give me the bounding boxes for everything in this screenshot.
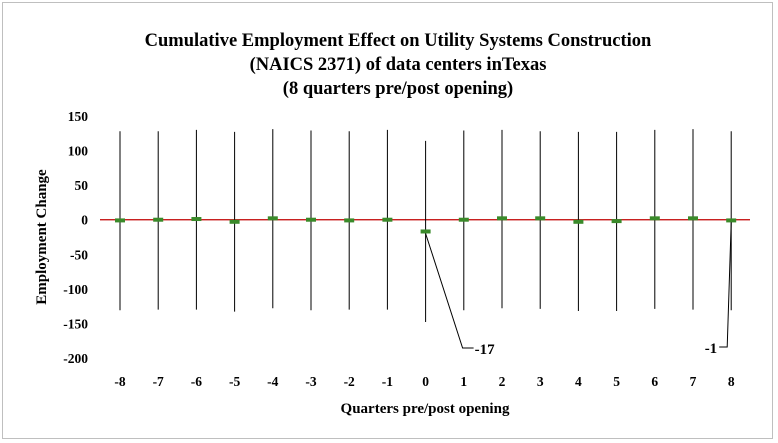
y-tick-label: -50	[70, 247, 88, 262]
point-estimate-marker	[382, 217, 393, 222]
point-estimate-marker	[344, 218, 355, 223]
x-tick-label: 8	[728, 374, 735, 389]
x-tick-label: 0	[422, 374, 429, 389]
point-estimate-marker	[611, 219, 622, 224]
x-tick-label: -3	[305, 374, 316, 389]
x-tick-label: -7	[153, 374, 164, 389]
x-tick-label: -1	[382, 374, 393, 389]
point-estimate-marker	[535, 216, 546, 221]
point-estimate-marker	[497, 216, 507, 221]
x-tick-label: 3	[537, 374, 544, 389]
point-estimate-marker	[420, 229, 431, 234]
point-estimate-marker	[153, 217, 164, 222]
y-axis-label: Employment Change	[34, 169, 50, 305]
point-estimate-marker	[306, 217, 316, 222]
y-tick-label: -100	[63, 282, 88, 297]
annotation-label: -1	[705, 341, 718, 357]
x-tick-label: 1	[460, 374, 467, 389]
point-estimate-marker	[458, 217, 469, 222]
y-tick-label: -150	[63, 316, 88, 331]
chart-title-line-3: (8 quarters pre/post opening)	[283, 79, 513, 99]
point-estimate-marker	[688, 216, 698, 221]
chart-title-line-1: Cumulative Employment Effect on Utility …	[145, 31, 652, 51]
x-tick-label: -8	[114, 374, 125, 389]
point-estimate-marker	[229, 219, 240, 224]
y-tick-label: -200	[63, 351, 88, 366]
point-estimate-marker	[267, 216, 278, 221]
y-tick-label: 150	[68, 109, 89, 124]
point-estimate-marker	[726, 218, 737, 223]
x-tick-label: 6	[651, 374, 658, 389]
annotation-label: -17	[475, 342, 495, 358]
point-estimate-marker	[191, 217, 202, 222]
point-estimate-marker	[573, 219, 584, 224]
y-tick-label: 0	[81, 213, 88, 228]
y-tick-label: 50	[75, 178, 89, 193]
x-tick-label: -6	[191, 374, 202, 389]
chart-title-line-2: (NAICS 2371) of data centers inTexas	[250, 55, 547, 75]
x-tick-label: 4	[575, 374, 582, 389]
annotation-leader-line	[719, 222, 732, 348]
x-tick-label: 5	[613, 374, 620, 389]
x-tick-label: 2	[499, 374, 506, 389]
y-tick-label: 100	[68, 144, 89, 159]
point-estimate-marker	[115, 218, 125, 223]
annotation-leader-line	[425, 233, 474, 349]
x-tick-label: 7	[690, 374, 697, 389]
x-axis-label: Quarters pre/post opening	[341, 401, 510, 417]
x-tick-label: -5	[229, 374, 240, 389]
point-estimate-marker	[649, 216, 660, 221]
x-tick-label: -2	[344, 374, 355, 389]
x-tick-label: -4	[267, 374, 278, 389]
